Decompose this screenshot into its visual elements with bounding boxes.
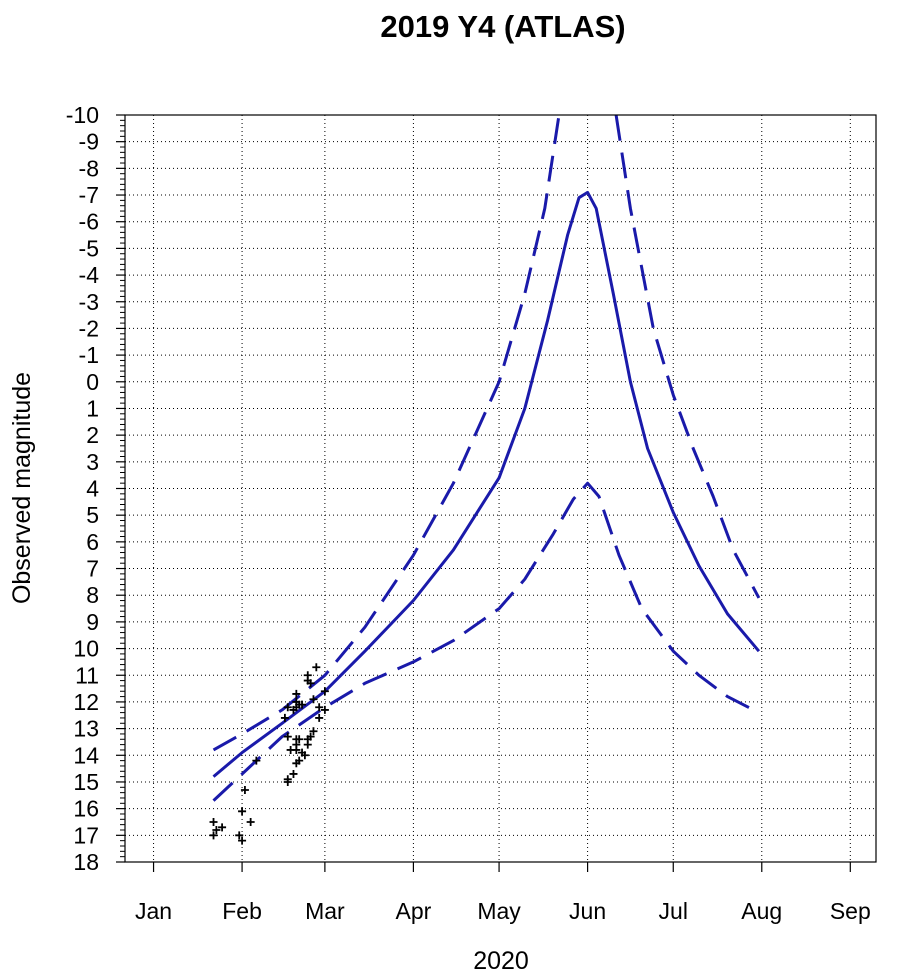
observation-point	[315, 713, 324, 722]
y-tick-label: 7	[86, 556, 99, 582]
observation-point	[306, 732, 315, 741]
x-tick-label: Jul	[659, 898, 688, 924]
observation-point	[283, 777, 292, 786]
y-tick-label: -10	[66, 102, 99, 128]
plot-frame	[124, 114, 877, 863]
y-tick-label: 5	[86, 502, 99, 528]
observation-point	[292, 689, 301, 698]
observation-point	[283, 703, 292, 712]
prediction-curves	[212, 114, 761, 802]
observation-point	[320, 705, 329, 714]
y-tick-label: 10	[73, 636, 99, 662]
y-tick-label: 3	[86, 449, 99, 475]
y-tick-label: 17	[73, 822, 99, 848]
y-tick-label: 16	[73, 796, 99, 822]
observation-markers	[209, 663, 329, 845]
observation-point	[306, 679, 315, 688]
chart-title: 2019 Y4 (ATLAS)	[380, 9, 625, 44]
observation-point	[246, 817, 255, 826]
y-tick-label: -2	[79, 315, 99, 341]
observation-point	[309, 695, 318, 704]
grid-lines	[125, 115, 876, 862]
y-tick-label: 4	[86, 476, 99, 502]
observation-point	[209, 831, 218, 840]
observation-point	[235, 831, 244, 840]
x-tick-label: Sep	[830, 898, 871, 924]
y-tick-label: 11	[75, 662, 99, 688]
y-tick-label: 2	[86, 422, 99, 448]
x-axis-label: 2020	[473, 947, 529, 975]
observation-point	[298, 700, 307, 709]
observation-point	[209, 817, 218, 826]
observation-point	[238, 807, 247, 816]
y-axis-label: Observed magnitude	[8, 372, 36, 604]
y-tick-label: 13	[73, 716, 99, 742]
y-tick-label: 8	[86, 582, 99, 608]
observation-point	[315, 703, 324, 712]
y-tick-label: 18	[73, 849, 99, 875]
observation-point	[289, 769, 298, 778]
x-tick-label: Apr	[396, 898, 432, 924]
observation-point	[312, 663, 321, 672]
y-minor-ticks	[120, 119, 125, 858]
observation-point	[240, 785, 249, 794]
observation-point	[300, 751, 309, 760]
x-tick-label: Aug	[741, 898, 782, 924]
y-tick-label: 12	[73, 689, 99, 715]
observation-point	[238, 836, 247, 845]
uncertainty-curve-1	[614, 114, 761, 599]
x-axis-ticks: Jan Feb Mar Apr May Jun Jul Aug Sep	[135, 862, 871, 924]
observation-point	[295, 735, 304, 744]
y-axis-ticks: -10-9-8-7-6-5-4-3-2-10123456789101112131…	[66, 102, 125, 875]
y-tick-label: 9	[86, 609, 99, 635]
observation-point	[295, 756, 304, 765]
observation-point	[309, 727, 318, 736]
observation-point	[212, 825, 221, 834]
prediction-curve	[212, 190, 761, 778]
y-tick-label: -9	[79, 129, 99, 155]
observation-point	[252, 756, 261, 765]
y-tick-label: 0	[86, 369, 99, 395]
observation-point	[280, 713, 289, 722]
y-tick-label: -8	[79, 155, 99, 181]
x-tick-label: Mar	[305, 898, 345, 924]
x-tick-label: Feb	[222, 898, 262, 924]
y-tick-label: -6	[79, 209, 99, 235]
uncertainty-curve-0	[212, 114, 561, 752]
y-tick-label: -1	[79, 342, 99, 368]
y-tick-label: 6	[86, 529, 99, 555]
y-tick-label: -4	[79, 262, 100, 288]
observation-point	[283, 732, 292, 741]
observation-point	[292, 745, 301, 754]
x-tick-label: Jan	[135, 898, 172, 924]
y-tick-label: -7	[79, 182, 99, 208]
y-tick-label: 1	[86, 395, 99, 421]
observation-point	[303, 740, 312, 749]
y-tick-label: 14	[73, 742, 99, 768]
uncertainty-curve-3	[212, 481, 760, 802]
x-tick-label: Jun	[569, 898, 606, 924]
x-tick-label: May	[477, 898, 521, 924]
observation-point	[218, 823, 227, 832]
y-tick-label: -5	[79, 235, 99, 261]
y-tick-label: -3	[79, 289, 99, 315]
y-tick-label: 15	[73, 769, 99, 795]
observation-point	[320, 687, 329, 696]
